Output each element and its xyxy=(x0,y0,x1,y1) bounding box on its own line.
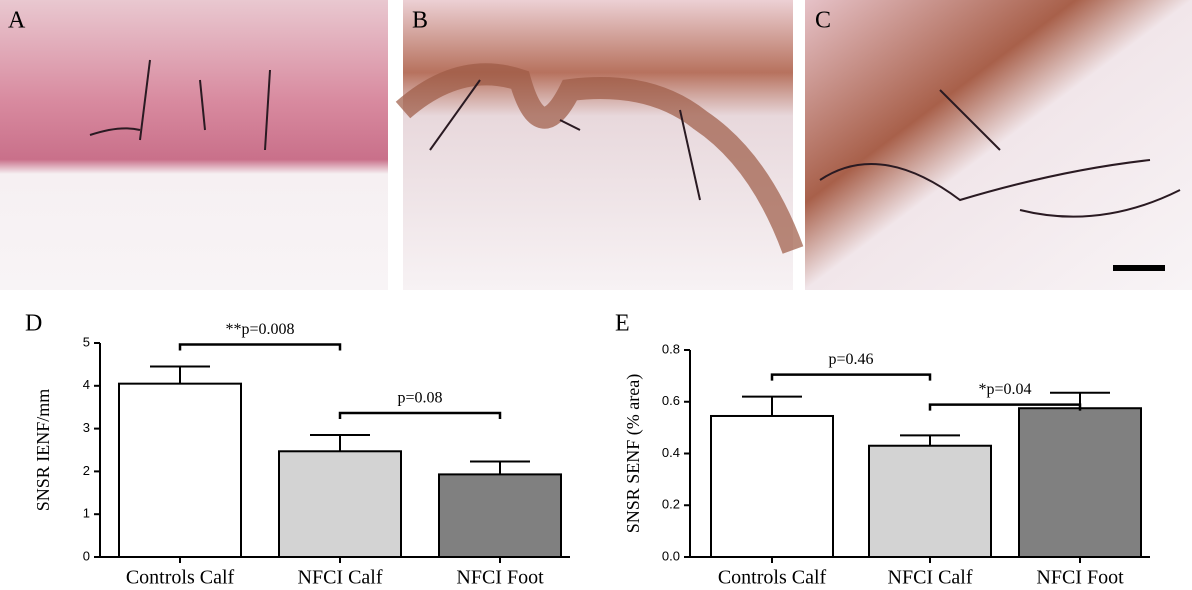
y-tick-label: 0.2 xyxy=(662,497,680,512)
micrograph-a xyxy=(0,0,388,290)
y-tick-label: 0.6 xyxy=(662,393,680,408)
y-tick-label: 0.0 xyxy=(662,548,680,563)
y-tick-label: 0 xyxy=(83,548,90,563)
y-tick-label: 3 xyxy=(83,420,90,435)
panel-label: A xyxy=(8,8,26,34)
panel-label: C xyxy=(815,8,831,34)
y-tick-label: 5 xyxy=(83,334,90,349)
panel-label: D xyxy=(25,311,42,337)
y-tick-label: 4 xyxy=(83,377,90,392)
bar xyxy=(278,450,402,558)
micrograph-c xyxy=(805,0,1192,290)
comparison-bracket xyxy=(178,343,342,351)
y-tick-label: 2 xyxy=(83,463,90,478)
y-axis-label: SNSR IENF/mm xyxy=(33,389,53,512)
panel-label: E xyxy=(615,311,630,337)
panel-label: B xyxy=(412,8,428,34)
comparison-label: p=0.46 xyxy=(828,351,873,368)
x-tick-label: NFCI Foot xyxy=(456,567,544,589)
bar xyxy=(118,382,242,558)
x-tick-label: Controls Calf xyxy=(126,567,235,589)
y-tick-label: 0.8 xyxy=(662,341,680,356)
x-tick-label: Controls Calf xyxy=(718,567,827,589)
y-axis-label: SNSR SENF (% area) xyxy=(623,374,644,534)
x-tick-label: NFCI Calf xyxy=(298,567,383,589)
bar xyxy=(868,444,992,558)
comparison-label: *p=0.04 xyxy=(978,381,1031,398)
comparison-bracket xyxy=(338,411,502,420)
x-tick-label: NFCI Foot xyxy=(1036,567,1124,589)
y-tick-label: 1 xyxy=(83,506,90,521)
comparison-label: p=0.08 xyxy=(397,390,442,407)
y-tick-label: 0.4 xyxy=(662,445,680,460)
bar xyxy=(438,473,562,558)
comparison-bracket xyxy=(928,403,1082,411)
scale-bar xyxy=(1113,265,1165,271)
comparison-bracket xyxy=(770,373,932,381)
micrograph-b xyxy=(395,0,804,290)
bar xyxy=(1018,407,1142,558)
x-tick-label: NFCI Calf xyxy=(888,567,973,589)
comparison-label: **p=0.008 xyxy=(225,321,294,338)
bar xyxy=(710,414,834,559)
